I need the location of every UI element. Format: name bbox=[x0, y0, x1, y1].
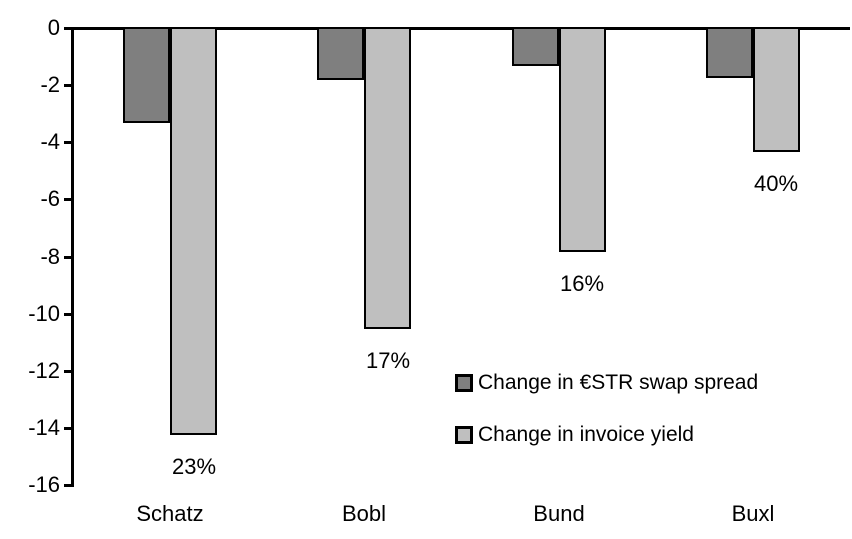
y-axis-tick-label: 0 bbox=[47, 15, 60, 40]
bar-value-label: 23% bbox=[171, 454, 217, 479]
bar-value-label: 40% bbox=[753, 171, 799, 196]
y-axis-tick-mark bbox=[64, 84, 74, 88]
y-axis-tick-mark bbox=[64, 484, 74, 487]
zero-line bbox=[71, 27, 850, 30]
bar-bobl-swap-spread bbox=[317, 29, 364, 80]
y-axis-tick-label: -16 bbox=[28, 472, 60, 497]
bar-buxl-swap-spread bbox=[706, 29, 753, 78]
y-axis-tick-label: -12 bbox=[28, 357, 60, 383]
bar-bund-swap-spread bbox=[512, 29, 559, 66]
y-axis-tick-mark bbox=[64, 198, 74, 202]
y-axis-tick-label: -10 bbox=[28, 300, 60, 326]
bar-schatz-invoice-yield bbox=[170, 29, 217, 435]
bar-value-label: 16% bbox=[559, 271, 605, 296]
y-axis-tick-label: -14 bbox=[28, 414, 60, 440]
legend-item-swap-spread: Change in €STR swap spread bbox=[455, 372, 758, 393]
y-axis-tick-mark bbox=[64, 255, 74, 259]
y-axis-line bbox=[71, 27, 74, 487]
legend-item-invoice-yield: Change in invoice yield bbox=[455, 424, 758, 445]
x-axis-category-label: Bobl bbox=[341, 501, 387, 526]
legend-label-invoice-yield: Change in invoice yield bbox=[478, 423, 694, 446]
x-axis-category-label: Schatz bbox=[136, 501, 204, 526]
bar-schatz-swap-spread bbox=[123, 29, 170, 123]
legend-swatch-light bbox=[455, 425, 473, 444]
x-axis-category-label: Bund bbox=[533, 501, 585, 526]
y-axis-tick-label: -2 bbox=[40, 72, 60, 98]
bar-buxl-invoice-yield bbox=[753, 29, 800, 152]
legend: Change in €STR swap spread Change in inv… bbox=[455, 372, 758, 445]
x-axis-category-label: Buxl bbox=[731, 501, 775, 526]
y-axis-tick-mark bbox=[64, 27, 74, 30]
y-axis-tick-mark bbox=[64, 426, 74, 430]
bar-bund-invoice-yield bbox=[559, 29, 606, 252]
legend-label-swap-spread: Change in €STR swap spread bbox=[478, 371, 759, 394]
bar-bobl-invoice-yield bbox=[364, 29, 411, 329]
y-axis-tick-label: -4 bbox=[40, 129, 60, 155]
legend-swatch-dark bbox=[455, 373, 473, 392]
y-axis-tick-label: -6 bbox=[40, 186, 60, 212]
y-axis-tick-mark bbox=[64, 369, 74, 373]
y-axis-tick-mark bbox=[64, 141, 74, 145]
y-axis-tick-label: -8 bbox=[40, 243, 60, 269]
bar-value-label: 17% bbox=[365, 348, 411, 373]
y-axis-tick-mark bbox=[64, 312, 74, 316]
